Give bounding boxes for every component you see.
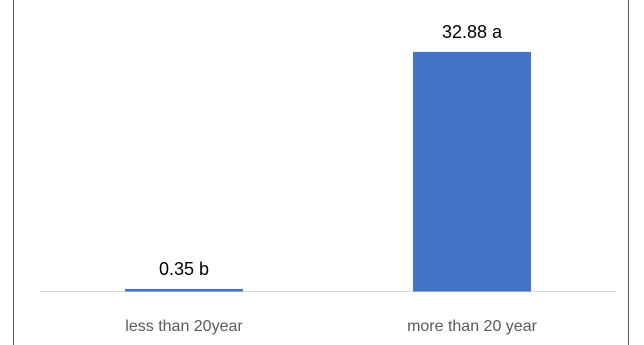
bar-2 — [413, 52, 531, 292]
bar-1 — [125, 289, 243, 292]
category-label-1: less than 20year — [125, 318, 243, 335]
category-label-2: more than 20 year — [407, 318, 538, 335]
bars-layer — [125, 52, 531, 292]
data-label-1: 0.35 b — [159, 259, 209, 279]
data-label-2: 32.88 a — [442, 22, 503, 42]
